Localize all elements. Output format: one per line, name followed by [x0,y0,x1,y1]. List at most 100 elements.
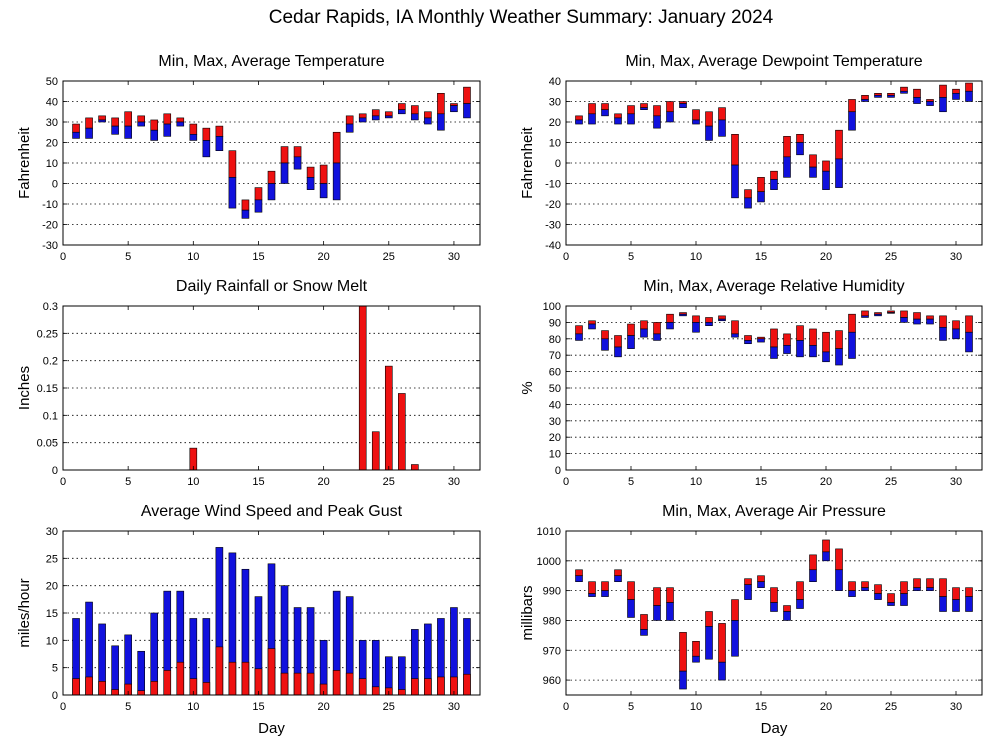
bar-lower [731,164,739,199]
bar-upper [319,164,328,184]
bar-lower [588,113,596,125]
bar-lower [98,119,106,123]
x-tick-label: 25 [885,251,897,263]
bar-lower [358,117,367,123]
x-tick-label: 0 [60,476,66,488]
bar-avg-wind [163,670,172,696]
bar-upper [848,99,856,113]
bar-upper [306,166,315,178]
bar-upper [679,101,687,104]
bar-lower [965,331,973,353]
bar-lower [809,345,817,358]
bar-upper [822,331,830,353]
bar-lower [822,551,830,562]
bar-upper [371,109,380,117]
bar-lower [692,119,700,125]
y-tick-label: 100 [543,301,561,313]
panel-title: Min, Max, Average Air Pressure [662,503,886,520]
bar-upper [770,170,778,180]
bar-lower [575,119,583,125]
bar-upper [705,611,713,627]
bar-upper [770,328,778,348]
bar-lower [306,177,315,190]
bar-avg-wind [137,690,145,696]
y-tick-label: 0.05 [37,438,58,450]
bar-lower [575,333,583,341]
bar-rain [371,431,380,471]
bar-upper [601,330,609,340]
bar-lower [163,123,172,137]
bar-lower [952,599,960,612]
x-tick-label: 0 [60,701,66,713]
bar-upper [900,86,908,92]
bar-upper [666,587,674,603]
bar-upper [463,86,471,104]
bar-upper [757,177,765,193]
bar-lower [718,119,726,137]
y-tick-label: -10 [545,179,561,191]
y-tick-label: -20 [545,199,561,211]
bar-upper [874,93,882,96]
y-tick-label: 0 [52,465,58,477]
bar-lower [783,156,791,178]
bar-upper [796,134,804,143]
bar-upper [575,569,583,577]
bar-upper [744,578,752,585]
plot-frame [565,530,983,696]
bar-avg-wind [371,686,380,696]
bar-upper [575,325,583,335]
bar-upper [424,111,432,119]
bar-lower [939,97,947,113]
x-tick-label: 25 [383,476,395,488]
y-tick-label: 90 [549,317,561,329]
bar-upper [744,189,752,199]
y-tick-label: 10 [46,635,58,647]
bar-lower [861,315,869,318]
bar-lower [783,611,791,621]
bar-avg-wind [332,670,341,696]
bar-lower [627,599,635,618]
panel-dew: Min, Max, Average Dewpoint Temperature -4… [519,53,983,263]
bar-upper [124,111,132,127]
bar-upper [731,599,739,621]
bar-upper [783,333,791,346]
bar-lower [731,333,739,338]
x-tick-label: 20 [318,476,330,488]
x-tick-label: 5 [125,701,131,713]
bar-lower [692,655,700,663]
bar-lower [575,575,583,582]
bar-avg-wind [98,681,106,696]
bar-lower [705,322,713,326]
bar-upper [783,605,791,612]
bar-lower [900,90,908,94]
y-axis-label: Fahrenheit [16,126,33,199]
bar-lower [588,593,596,597]
x-tick-label: 10 [690,701,702,713]
y-tick-label: 10 [549,449,561,461]
y-tick-label: 30 [46,526,58,538]
y-tick-label: -20 [42,220,58,232]
bar-avg-wind [215,646,224,696]
bar-lower [822,351,830,363]
bar-lower [189,134,198,141]
y-tick-label: 0 [555,158,561,170]
bar-lower [861,587,869,591]
x-axis-label: Day [258,720,285,737]
bar-lower [939,327,947,341]
bar-rain [384,365,393,471]
bar-upper [601,581,609,591]
y-axis-label: % [519,381,536,394]
bar-upper [848,313,856,333]
panel-wind: Average Wind Speed and Peak Gust 0 5 10 15 20… [16,503,481,737]
y-tick-label: 30 [46,117,58,129]
bar-upper [783,136,791,158]
bar-lower [809,166,817,178]
panel-title: Average Wind Speed and Peak Gust [141,503,403,520]
bar-lower [796,599,804,609]
panel-temp: Min, Max, Average Temperature -30 -20 -10 0 1… [16,53,481,263]
bar-upper [437,93,445,115]
x-tick-label: 30 [950,701,962,713]
bar-lower [926,101,934,106]
x-tick-label: 10 [187,701,199,713]
